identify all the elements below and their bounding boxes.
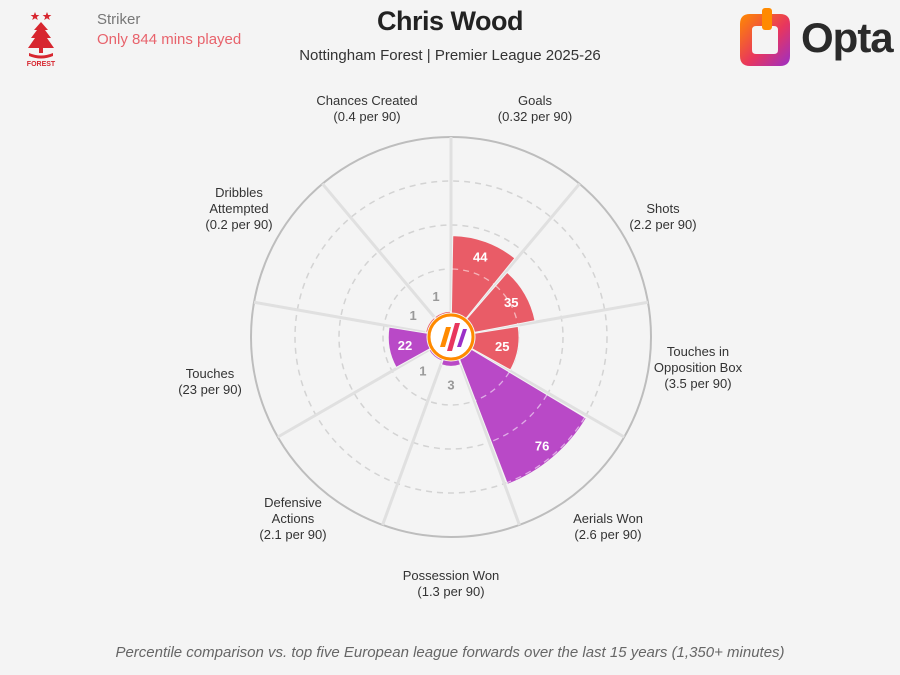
opta-logo-icon [740,8,790,66]
bar-possession-won [440,359,462,367]
value-label: 1 [409,308,416,323]
category-label: Goals (0.32 per 90) [498,93,572,124]
value-label: 22 [398,338,412,353]
category-label: Touches (23 per 90) [178,366,242,397]
value-label: 25 [495,339,509,354]
bar-touches-in-opposition-box [471,325,520,371]
category-label: Dribbles Attempted (0.2 per 90) [205,185,272,232]
bar-chances-created [434,310,452,320]
grid-spoke [321,182,437,320]
value-label: 1 [419,364,426,379]
value-label: 35 [504,295,518,310]
minutes-played-note: Only 844 mins played [97,31,242,48]
opta-brand-name: Opta [801,14,894,61]
bar-grid-overlay [452,268,495,285]
bar-defensive-actions [428,348,444,362]
grid-spoke [474,300,649,335]
bar-grid-overlay [506,417,586,484]
bar-touches [387,326,431,369]
svg-text:FOREST: FOREST [27,61,56,68]
center-opta-icon [440,323,467,351]
grid-ring [338,224,564,450]
value-label: 3 [447,377,454,392]
grid-spoke [471,347,625,439]
page-subtitle: Nottingham Forest | Premier League 2025-… [299,47,601,64]
category-label: Defensive Actions (2.1 per 90) [259,495,326,542]
category-label: Shots (2.2 per 90) [629,201,696,232]
grid-spoke [457,359,521,526]
grid-spoke [277,347,431,439]
bar-shots [466,271,536,334]
nottingham-forest-crest-icon: FOREST [27,12,56,68]
value-label: 44 [473,250,488,265]
bar-grid-overlay [475,371,510,402]
grid-ring [294,180,608,494]
category-label: Chances Created (0.4 per 90) [316,93,417,124]
player-role: Striker [97,11,141,28]
value-label: 76 [535,439,549,454]
category-label: Aerials Won (2.6 per 90) [573,511,643,542]
bar-goals [450,235,516,320]
bar-aerials-won [458,348,587,485]
bar-dribbles-attempted [425,316,436,334]
grid-spoke [253,300,428,335]
grid-spoke [465,182,581,320]
page-title: Chris Wood [377,6,524,36]
chart-footnote: Percentile comparison vs. top five Europ… [115,644,785,661]
category-label: Touches in Opposition Box (3.5 per 90) [654,344,743,391]
category-label: Possession Won (1.3 per 90) [403,568,500,599]
bar-grid-overlay [495,285,519,325]
value-label: 1 [432,289,439,304]
bar-grid-overlay [490,394,548,443]
grid-spoke [381,359,445,526]
